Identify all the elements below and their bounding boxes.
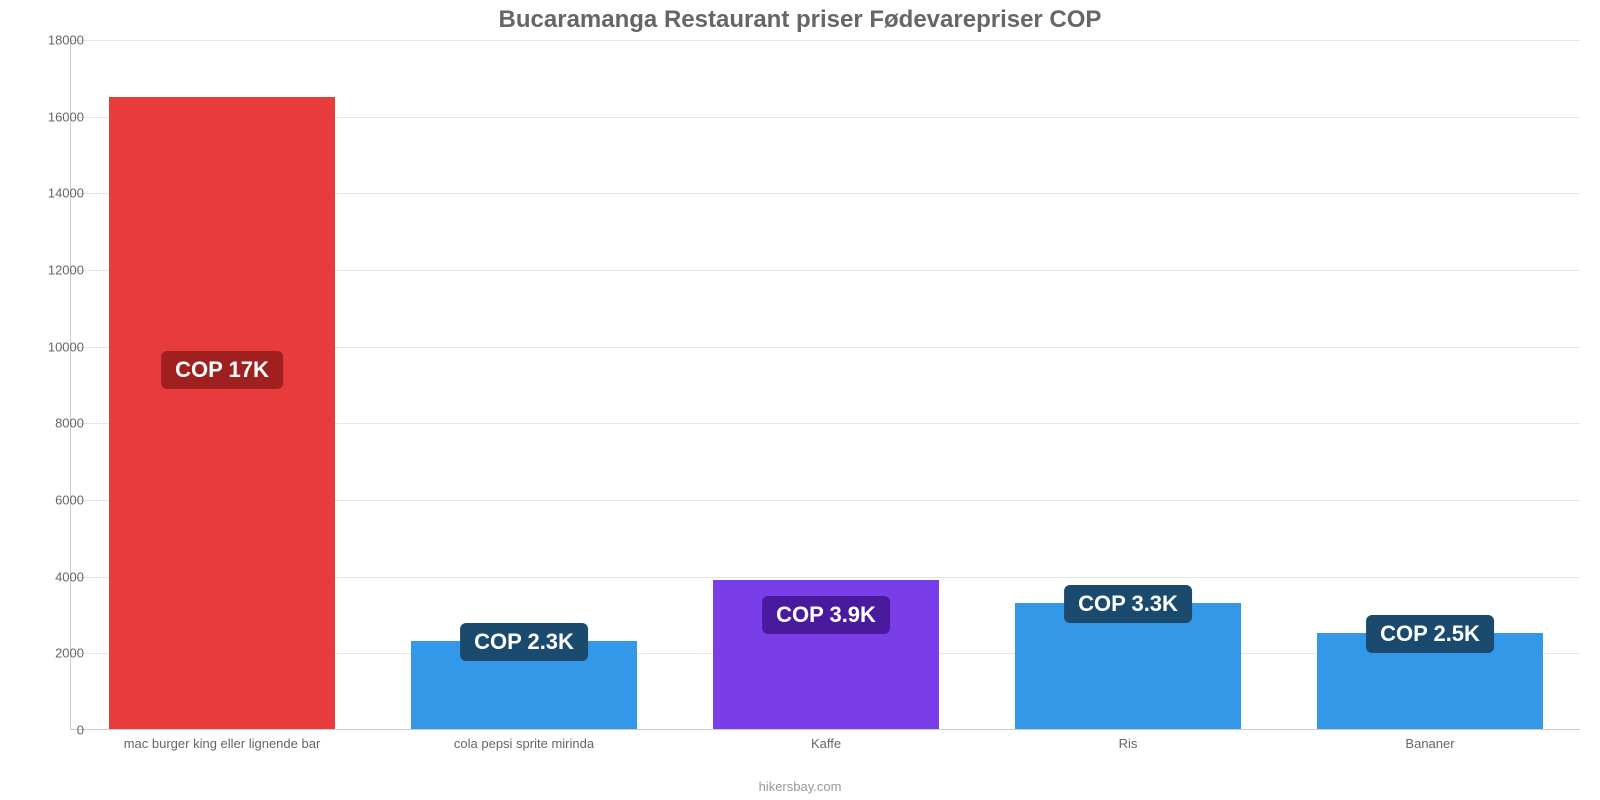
y-tick-label: 14000 [24,186,84,201]
y-tick-label: 18000 [24,33,84,48]
x-tick-label: Kaffe [811,736,841,751]
x-tick-label: Ris [1119,736,1138,751]
y-tick-label: 10000 [24,339,84,354]
chart-title: Bucaramanga Restaurant priser Fødevarepr… [0,6,1600,34]
y-tick-label: 16000 [24,109,84,124]
value-label: COP 2.3K [460,623,588,661]
y-tick-label: 0 [24,723,84,738]
y-tick-label: 2000 [24,646,84,661]
value-label: COP 3.3K [1064,585,1192,623]
grid-line [71,40,1580,41]
bar [109,97,336,730]
value-label: COP 2.5K [1366,615,1494,653]
value-label: COP 17K [161,351,283,389]
value-label: COP 3.9K [762,596,890,634]
x-tick-label: Bananer [1405,736,1454,751]
price-chart: Bucaramanga Restaurant priser Fødevarepr… [0,0,1600,800]
attribution-text: hikersbay.com [0,779,1600,794]
y-tick-label: 4000 [24,569,84,584]
plot-area: mac burger king eller lignende barCOP 17… [70,40,1580,730]
x-tick-label: mac burger king eller lignende bar [124,736,321,751]
x-tick-label: cola pepsi sprite mirinda [454,736,594,751]
y-tick-label: 8000 [24,416,84,431]
y-tick-label: 12000 [24,263,84,278]
y-tick-label: 6000 [24,493,84,508]
